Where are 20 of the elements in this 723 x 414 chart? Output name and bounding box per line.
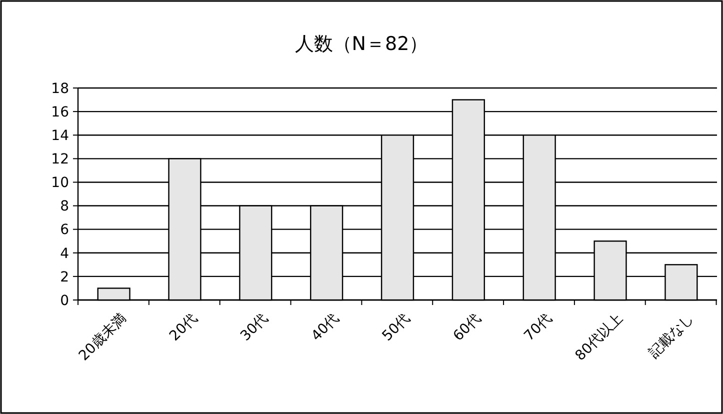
y-tick-label: 18 <box>51 80 69 97</box>
x-tick-label: 50代 <box>379 310 414 344</box>
y-tick-label: 16 <box>51 104 70 120</box>
x-tick-label: 記載なし <box>646 310 697 362</box>
y-tick-label: 14 <box>51 128 70 144</box>
y-tick-label: 4 <box>60 246 70 262</box>
x-tick-label: 60代 <box>450 310 484 344</box>
x-tick-label: 80代以上 <box>572 310 626 364</box>
y-tick-label: 6 <box>60 222 70 238</box>
x-tick-label: 20歳未満 <box>76 310 130 364</box>
x-tick-label: 40代 <box>308 310 342 344</box>
chart-title: 人数（N＝82） <box>294 33 428 55</box>
x-tick-label: 20代 <box>166 310 200 344</box>
y-tick-label: 8 <box>60 198 69 215</box>
y-tick-label: 10 <box>51 175 69 192</box>
x-tick-label: 70代 <box>521 310 556 344</box>
y-tick-label: 12 <box>51 152 69 168</box>
y-tick-label: 0 <box>60 292 69 309</box>
x-tick-label: 30代 <box>238 310 272 344</box>
y-tick-label: 2 <box>60 269 69 286</box>
